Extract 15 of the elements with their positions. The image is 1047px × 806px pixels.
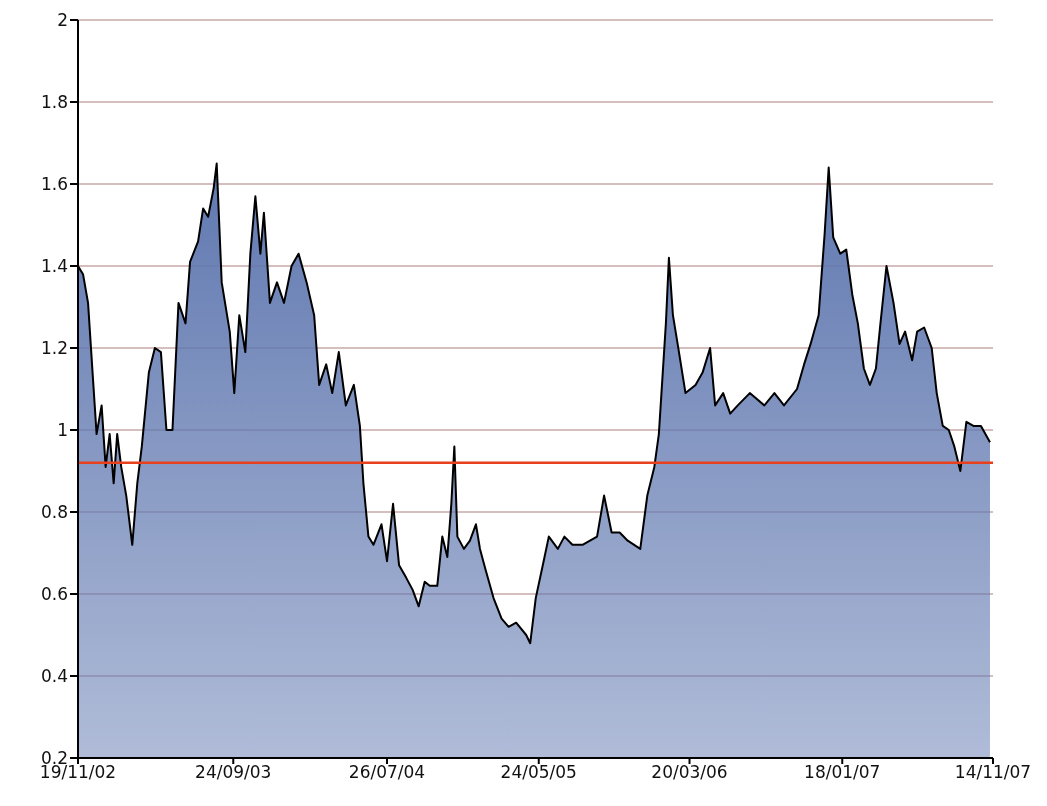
- x-tick-label: 24/09/03: [195, 762, 272, 783]
- y-tick-label: 1.2: [40, 338, 68, 359]
- y-tick-label: 0.8: [40, 502, 68, 523]
- y-tick-label: 0.4: [40, 666, 68, 687]
- y-tick-label: 2: [57, 10, 68, 31]
- x-tick-label: 14/11/07: [954, 762, 1032, 783]
- y-tick-label: 1: [57, 420, 68, 441]
- x-tick-label: 18/01/07: [804, 762, 881, 783]
- x-tick-label: 24/05/05: [500, 762, 577, 783]
- y-tick-label: 1.8: [40, 92, 68, 113]
- x-tick-label: 20/03/06: [651, 762, 728, 783]
- y-tick-label: 1.4: [40, 256, 68, 277]
- x-tick-label: 26/07/04: [348, 762, 426, 783]
- y-tick-label: 1.6: [40, 174, 68, 195]
- y-tick-label: 0.6: [40, 584, 68, 605]
